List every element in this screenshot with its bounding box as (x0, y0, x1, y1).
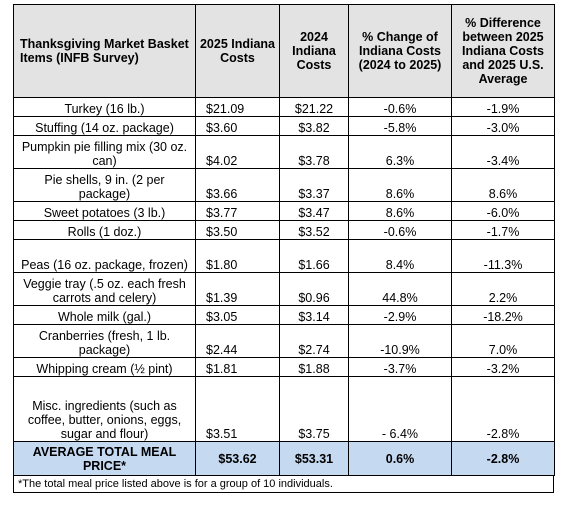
cost-2025-cell: $21.09 (195, 97, 280, 117)
table-row: Sweet potatoes (3 lb.) $3.77 $3.47 8.6% … (13, 201, 555, 221)
difference-cell: -2.8% (451, 376, 555, 442)
cost-2025-cell: $1.81 (195, 357, 280, 377)
difference-cell: 2.2% (451, 272, 555, 306)
change-cell: -10.9% (348, 324, 452, 358)
item-cell: Whole milk (gal.) (13, 305, 196, 325)
average-difference: -2.8% (451, 441, 555, 476)
difference-cell: -18.2% (451, 305, 555, 325)
table-row: Pumpkin pie filling mix (30 oz. can) $4.… (13, 135, 555, 169)
cost-2024-cell: $1.66 (279, 239, 349, 273)
item-cell: Pie shells, 9 in. (2 per package) (13, 168, 196, 202)
average-change: 0.6% (348, 441, 452, 476)
header-cost-2024: 2024 Indiana Costs (279, 4, 349, 98)
change-cell: - 6.4% (348, 376, 452, 442)
cost-2024-cell: $3.37 (279, 168, 349, 202)
difference-cell: -11.3% (451, 239, 555, 273)
table-row: Stuffing (14 oz. package) $3.60 $3.82 -5… (13, 116, 555, 136)
header-difference: % Difference between 2025 Indiana Costs … (451, 4, 555, 98)
table-row: Rolls (1 doz.) $3.50 $3.52 -0.6% -1.7% (13, 220, 555, 240)
footnote: *The total meal price listed above is fo… (13, 476, 554, 493)
cost-2025-cell: $2.44 (195, 324, 280, 358)
item-cell: Sweet potatoes (3 lb.) (13, 201, 196, 221)
cost-2024-cell: $2.74 (279, 324, 349, 358)
difference-cell: 7.0% (451, 324, 555, 358)
table-row: Cranberries (fresh, 1 lb. package) $2.44… (13, 324, 555, 358)
cost-2024-cell: $3.75 (279, 376, 349, 442)
item-cell: Veggie tray (.5 oz. each fresh carrots a… (13, 272, 196, 306)
header-item: Thanksgiving Market Basket Items (INFB S… (13, 4, 196, 98)
item-cell: Stuffing (14 oz. package) (13, 116, 196, 136)
item-cell: Pumpkin pie filling mix (30 oz. can) (13, 135, 196, 169)
change-cell: -2.9% (348, 305, 452, 325)
change-cell: -0.6% (348, 220, 452, 240)
item-cell: Rolls (1 doz.) (13, 220, 196, 240)
item-cell: Peas (16 oz. package, frozen) (13, 239, 196, 273)
difference-cell: -3.4% (451, 135, 555, 169)
average-label: AVERAGE TOTAL MEAL PRICE* (13, 441, 196, 476)
difference-cell: -6.0% (451, 201, 555, 221)
cost-2025-cell: $1.39 (195, 272, 280, 306)
cost-2025-cell: $3.51 (195, 376, 280, 442)
average-cost-2024: $53.31 (279, 441, 349, 476)
change-cell: -5.8% (348, 116, 452, 136)
table-row: Peas (16 oz. package, frozen) $1.80 $1.6… (13, 239, 555, 273)
item-cell: Cranberries (fresh, 1 lb. package) (13, 324, 196, 358)
average-cost-2025: $53.62 (195, 441, 280, 476)
cost-2025-cell: $3.60 (195, 116, 280, 136)
cost-2025-cell: $4.02 (195, 135, 280, 169)
table-row: Turkey (16 lb.) $21.09 $21.22 -0.6% -1.9… (13, 97, 555, 117)
change-cell: 8.6% (348, 201, 452, 221)
market-basket-table: Thanksgiving Market Basket Items (INFB S… (13, 4, 555, 476)
table-row: Whole milk (gal.) $3.05 $3.14 -2.9% -18.… (13, 305, 555, 325)
market-basket-table-wrapper: Thanksgiving Market Basket Items (INFB S… (13, 4, 555, 493)
cost-2025-cell: $3.77 (195, 201, 280, 221)
header-change: % Change of Indiana Costs (2024 to 2025) (348, 4, 452, 98)
cost-2024-cell: $21.22 (279, 97, 349, 117)
cost-2025-cell: $3.05 (195, 305, 280, 325)
change-cell: 8.6% (348, 168, 452, 202)
change-cell: -3.7% (348, 357, 452, 377)
header-row: Thanksgiving Market Basket Items (INFB S… (13, 4, 555, 98)
change-cell: 8.4% (348, 239, 452, 273)
difference-cell: -1.7% (451, 220, 555, 240)
item-cell: Whipping cream (½ pint) (13, 357, 196, 377)
difference-cell: 8.6% (451, 168, 555, 202)
change-cell: 44.8% (348, 272, 452, 306)
cost-2025-cell: $3.50 (195, 220, 280, 240)
cost-2025-cell: $3.66 (195, 168, 280, 202)
average-row: AVERAGE TOTAL MEAL PRICE* $53.62 $53.31 … (13, 441, 555, 476)
difference-cell: -1.9% (451, 97, 555, 117)
cost-2024-cell: $3.47 (279, 201, 349, 221)
change-cell: -0.6% (348, 97, 452, 117)
difference-cell: -3.2% (451, 357, 555, 377)
table-row: Misc. ingredients (such as coffee, butte… (13, 376, 555, 442)
cost-2024-cell: $3.52 (279, 220, 349, 240)
header-cost-2025: 2025 Indiana Costs (195, 4, 280, 98)
cost-2024-cell: $3.82 (279, 116, 349, 136)
item-cell: Misc. ingredients (such as coffee, butte… (13, 376, 196, 442)
table-row: Whipping cream (½ pint) $1.81 $1.88 -3.7… (13, 357, 555, 377)
cost-2024-cell: $3.14 (279, 305, 349, 325)
table-row: Veggie tray (.5 oz. each fresh carrots a… (13, 272, 555, 306)
cost-2025-cell: $1.80 (195, 239, 280, 273)
cost-2024-cell: $3.78 (279, 135, 349, 169)
table-row: Pie shells, 9 in. (2 per package) $3.66 … (13, 168, 555, 202)
change-cell: 6.3% (348, 135, 452, 169)
difference-cell: -3.0% (451, 116, 555, 136)
cost-2024-cell: $0.96 (279, 272, 349, 306)
cost-2024-cell: $1.88 (279, 357, 349, 377)
item-cell: Turkey (16 lb.) (13, 97, 196, 117)
